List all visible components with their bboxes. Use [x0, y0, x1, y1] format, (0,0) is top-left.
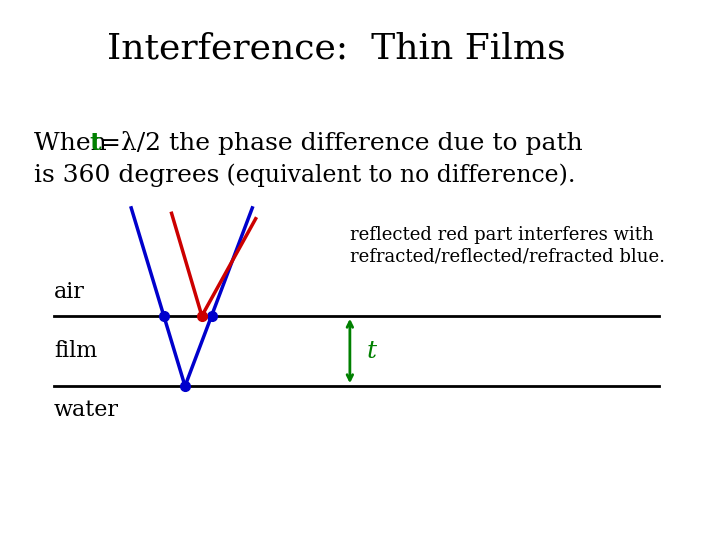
Text: When: When — [34, 132, 114, 154]
Text: t: t — [89, 131, 101, 155]
Text: is 360 degrees: is 360 degrees — [34, 164, 219, 187]
Text: t: t — [366, 340, 377, 362]
Text: =λ/2 the phase difference due to path: =λ/2 the phase difference due to path — [100, 131, 583, 155]
Text: water: water — [54, 400, 119, 421]
Text: air: air — [54, 281, 85, 302]
Text: reflected red part interferes with
refracted/reflected/refracted blue.: reflected red part interferes with refra… — [350, 226, 665, 265]
Text: Interference:  Thin Films: Interference: Thin Films — [107, 32, 566, 65]
Text: (equivalent to no difference).: (equivalent to no difference). — [219, 164, 575, 187]
Text: film: film — [54, 340, 97, 362]
